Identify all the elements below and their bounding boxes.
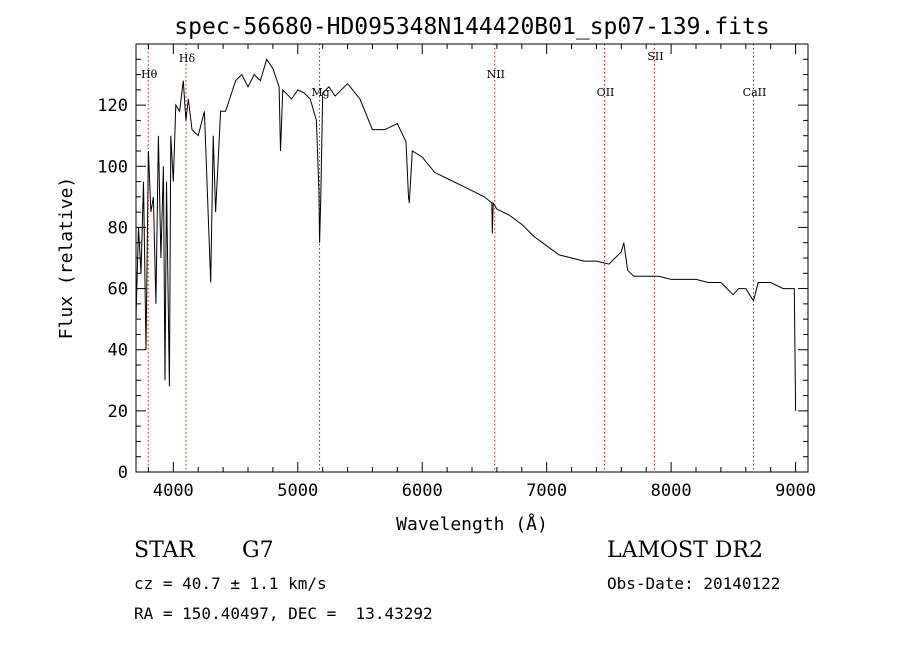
obs-date: Obs-Date: 20140122: [607, 574, 781, 593]
y-tick-label-0: 0: [118, 463, 128, 483]
x-tick-label-1: 5000: [277, 481, 318, 501]
y-tick-label-5: 100: [97, 157, 128, 177]
line-label-6: CaII: [743, 86, 767, 99]
cz-readout: cz = 40.7 ± 1.1 km/s: [134, 574, 327, 593]
radec-readout: RA = 150.40497, DEC = 13.43292: [134, 604, 433, 623]
line-label-2: Mg: [311, 86, 329, 99]
y-tick-label-1: 20: [108, 402, 128, 422]
x-tick-label-2: 6000: [402, 481, 443, 501]
line-label-0: Hθ: [141, 68, 158, 81]
object-class: STAR: [134, 538, 195, 563]
x-axis-label: Wavelength (Å): [396, 513, 548, 535]
spectrum-line: [135, 58, 797, 411]
chart-title: spec-56680-HD095348N144420B01_sp07-139.f…: [174, 14, 769, 40]
line-label-4: OII: [597, 86, 615, 99]
y-axis-label: Flux (relative): [56, 177, 77, 340]
y-tick-label-6: 120: [97, 96, 128, 116]
line-label-3: NII: [487, 68, 505, 81]
y-tick-label-4: 80: [108, 218, 128, 238]
line-label-5: SII: [647, 50, 663, 63]
plot-frame: [135, 43, 809, 473]
x-tick-label-4: 8000: [651, 481, 692, 501]
x-tick-label-5: 9000: [775, 481, 816, 501]
y-tick-label-3: 60: [108, 280, 128, 300]
x-tick-label-3: 7000: [526, 481, 567, 501]
survey-label: LAMOST DR2: [607, 538, 763, 563]
subclass: G7: [242, 538, 274, 563]
y-tick-label-2: 40: [108, 341, 128, 361]
line-label-1: Hδ: [179, 52, 196, 65]
x-tick-label-0: 4000: [153, 481, 194, 501]
